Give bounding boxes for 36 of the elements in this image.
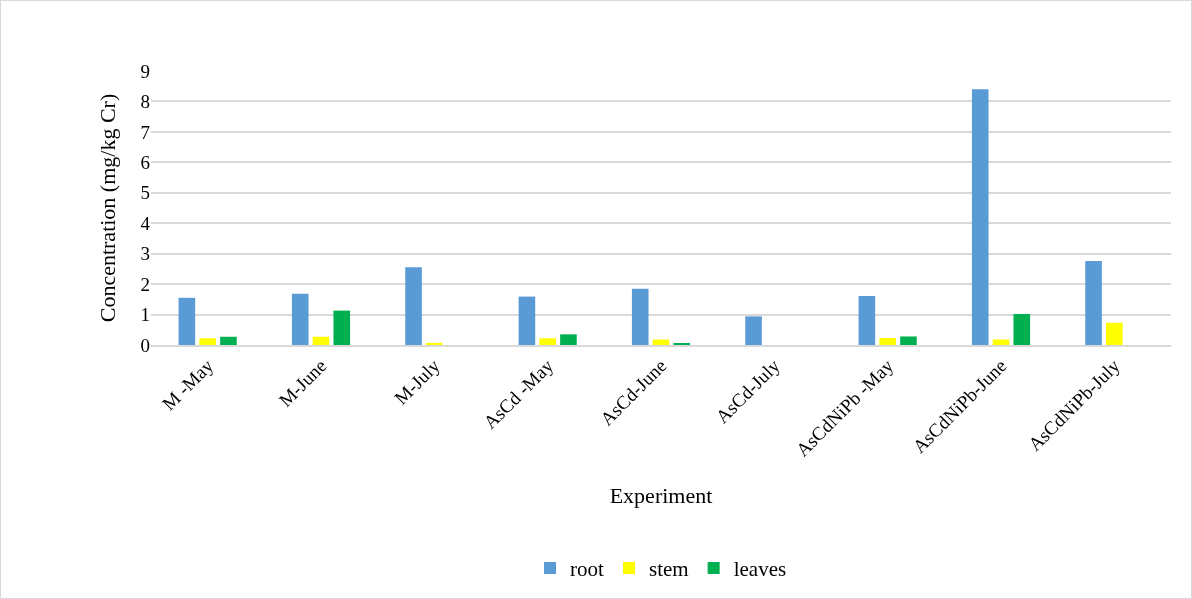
bar [900, 336, 917, 345]
bar [312, 336, 330, 345]
legend-label: root [570, 557, 604, 582]
bar [199, 338, 216, 345]
y-tick-label: 9 [140, 60, 150, 82]
y-tick-label: 6 [140, 151, 150, 173]
legend-label: leaves [733, 557, 787, 582]
bar [539, 338, 556, 345]
bar [1106, 322, 1123, 345]
bar [333, 310, 351, 345]
bar [745, 316, 762, 345]
y-axis-title: Concentration (mg/kg Cr) [95, 93, 121, 323]
bar [1085, 260, 1102, 345]
bar [405, 267, 422, 345]
bar [1013, 313, 1031, 345]
bar [858, 295, 876, 345]
x-axis-title: Experiment [609, 482, 713, 508]
legend-label: stem [648, 557, 689, 582]
bar [560, 334, 577, 345]
x-tick-label: M -May [157, 354, 218, 415]
bar [426, 342, 443, 345]
y-tick-label: 3 [140, 243, 150, 265]
bar [879, 338, 896, 345]
y-tick-label: 2 [140, 273, 150, 295]
bar [291, 293, 309, 345]
bar [518, 296, 536, 345]
y-tick-label: 0 [140, 334, 150, 356]
y-tick-label: 5 [140, 182, 150, 204]
y-tick-label: 1 [140, 304, 150, 326]
y-tick-label: 4 [140, 212, 151, 234]
bar [178, 297, 196, 345]
bar [631, 288, 649, 345]
bar [971, 89, 989, 345]
y-tick-label: 7 [140, 121, 150, 143]
bar [220, 336, 237, 345]
y-tick-label: 8 [140, 91, 150, 113]
